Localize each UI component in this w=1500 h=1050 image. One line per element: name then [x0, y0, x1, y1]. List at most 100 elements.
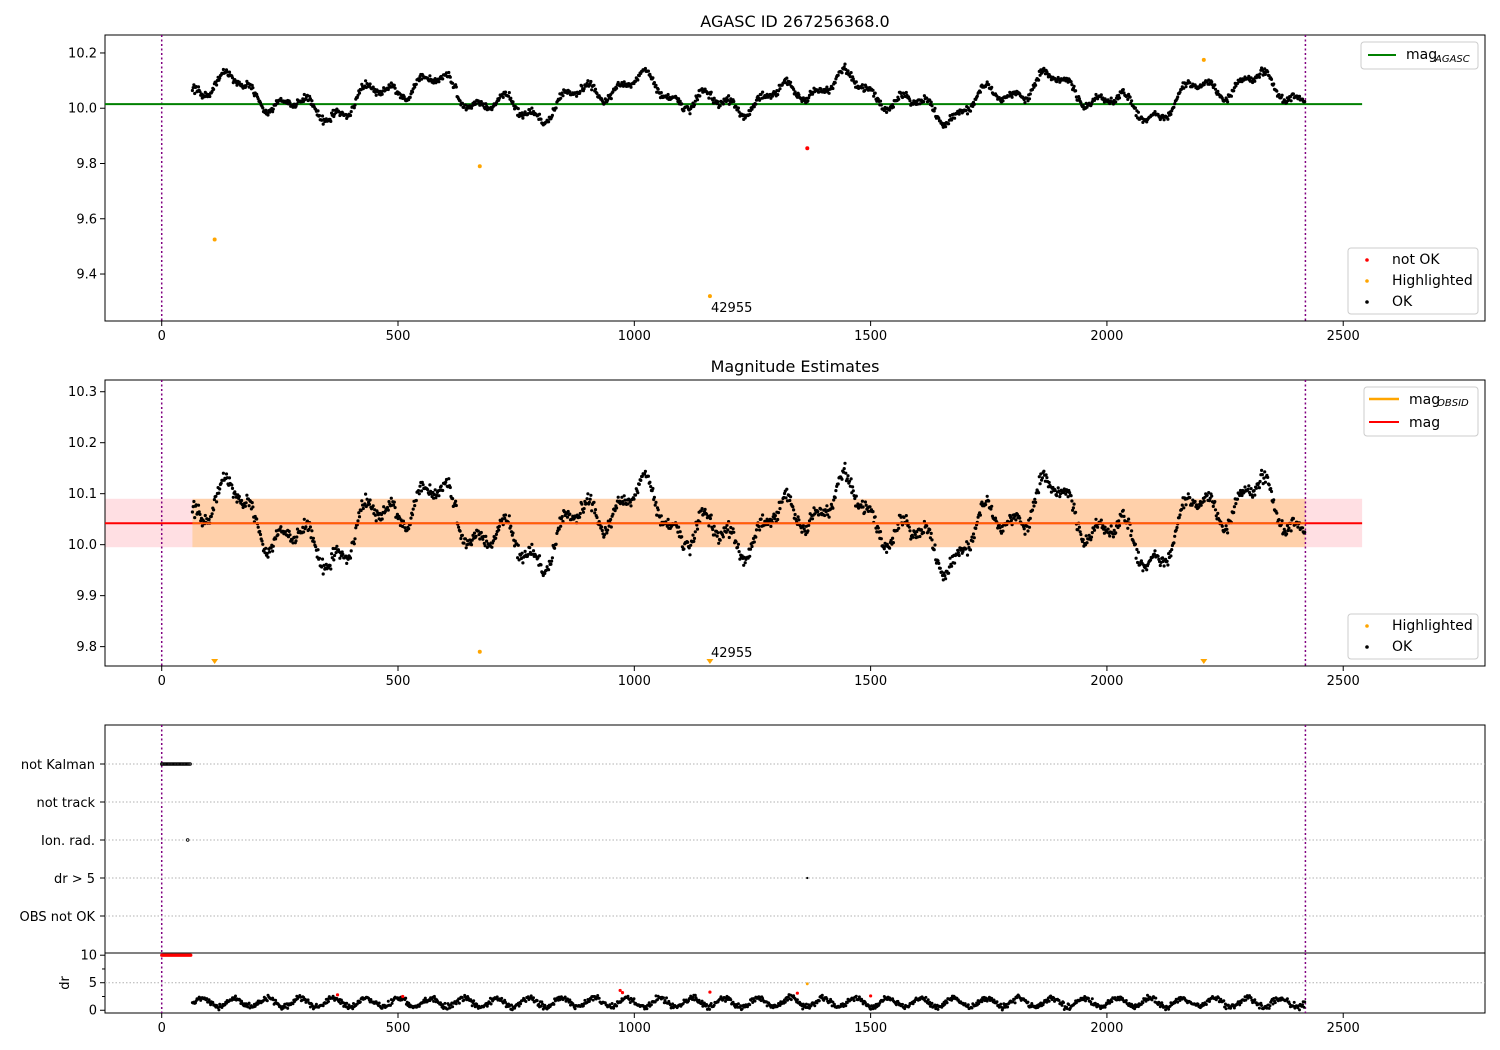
data-point-ok [930, 104, 934, 108]
data-point-ok [361, 506, 365, 511]
data-point-ok [1225, 527, 1229, 531]
data-point-highlighted [477, 164, 482, 169]
data-point-ok [793, 512, 797, 517]
data-point-ok [1220, 524, 1224, 528]
data-point-ok [792, 87, 796, 91]
data-point-ok [437, 80, 441, 84]
data-point-ok [961, 549, 965, 554]
data-point-ok [345, 561, 349, 566]
dr-point-not-ok [335, 993, 340, 997]
dr-point [211, 1000, 215, 1004]
dr-point [1302, 1005, 1306, 1009]
data-point-ok [320, 565, 324, 569]
data-point-ok [965, 540, 969, 544]
data-point-ok [759, 92, 763, 96]
data-point-ok [328, 563, 332, 568]
dr-point [1303, 1000, 1307, 1004]
data-point-ok [836, 482, 840, 486]
data-point-ok [628, 500, 632, 504]
data-point-ok [1090, 531, 1094, 535]
data-point-ok [609, 517, 613, 522]
data-point-ok [208, 94, 212, 99]
data-point-ok [1162, 564, 1166, 568]
data-point-ok [677, 525, 681, 529]
data-point-ok [957, 112, 961, 116]
dr-point [708, 1007, 712, 1011]
data-point-ok [454, 503, 458, 508]
x-tick-label: 0 [158, 674, 166, 689]
data-point-ok [1232, 505, 1236, 509]
data-point-ok [721, 535, 725, 539]
data-point-ok [879, 537, 883, 541]
dr-axis-label: dr [58, 976, 73, 990]
data-point-ok [560, 515, 564, 519]
data-point-ok [193, 516, 197, 520]
data-point-ok [1038, 482, 1042, 486]
data-point-ok [1188, 81, 1192, 85]
data-point-ok [1117, 93, 1121, 97]
data-point-ok [1034, 500, 1038, 504]
dr-point [693, 993, 697, 997]
data-point-ok [294, 539, 298, 543]
data-point-ok [566, 509, 570, 514]
data-point-ok [462, 541, 466, 545]
data-point-ok [1114, 100, 1118, 104]
data-point-ok [458, 99, 462, 103]
data-point-ok [587, 500, 592, 504]
flag-point-not-kalman [168, 762, 172, 766]
data-point-ok [469, 106, 474, 110]
data-point-ok [937, 561, 941, 566]
data-point-ok [752, 105, 756, 109]
legend-sub-obsid: OBSID [1437, 398, 1469, 409]
data-point-ok [365, 497, 369, 501]
data-point-ok [231, 495, 235, 499]
dr-point [665, 996, 668, 1000]
data-point-ok [707, 524, 711, 528]
x-tick-label: 2000 [1090, 1021, 1123, 1036]
data-point-ok [1084, 534, 1088, 538]
data-point-ok [863, 500, 868, 504]
data-point-ok [1089, 102, 1094, 106]
data-point-ok [1121, 88, 1125, 92]
data-point-ok [441, 488, 445, 493]
data-point-ok [481, 537, 485, 541]
data-point-ok [649, 485, 653, 489]
data-point-ok [984, 503, 988, 507]
data-point-ok [593, 508, 598, 512]
data-point-ok [367, 502, 371, 506]
dr-point [218, 1002, 222, 1006]
data-point-ok [374, 93, 378, 97]
data-point-ok [956, 551, 961, 555]
data-point-ok [953, 116, 957, 120]
data-point-ok [700, 87, 704, 91]
data-point-ok [1045, 476, 1049, 480]
data-point-ok [414, 498, 418, 503]
data-point-ok [727, 535, 731, 540]
data-point-ok [734, 540, 738, 544]
data-point-ok [948, 556, 952, 560]
below-limit-marker [1200, 659, 1208, 664]
data-point-ok [909, 537, 913, 541]
data-point-ok [250, 501, 254, 505]
dr-point [443, 1001, 447, 1005]
data-point-ok [585, 497, 589, 501]
data-point-ok [792, 508, 796, 512]
data-point-ok [240, 498, 244, 503]
dr-point [1257, 1006, 1261, 1010]
data-point-ok [846, 69, 850, 73]
data-point-ok [1263, 72, 1267, 76]
flag-point-ion-rad [186, 838, 190, 842]
data-point-ok [1027, 525, 1032, 529]
data-point-ok [888, 108, 892, 112]
data-point-ok [559, 96, 563, 100]
data-point-ok [419, 77, 424, 81]
dr-point [441, 1003, 445, 1007]
data-point-ok [287, 529, 291, 534]
data-point-ok [879, 103, 883, 107]
data-point-ok [331, 108, 335, 112]
y-tick-label: 9.8 [76, 640, 97, 655]
data-point-ok [580, 502, 584, 506]
data-point-ok [878, 530, 883, 534]
data-point-ok [469, 543, 474, 547]
data-point-ok [1111, 535, 1115, 539]
